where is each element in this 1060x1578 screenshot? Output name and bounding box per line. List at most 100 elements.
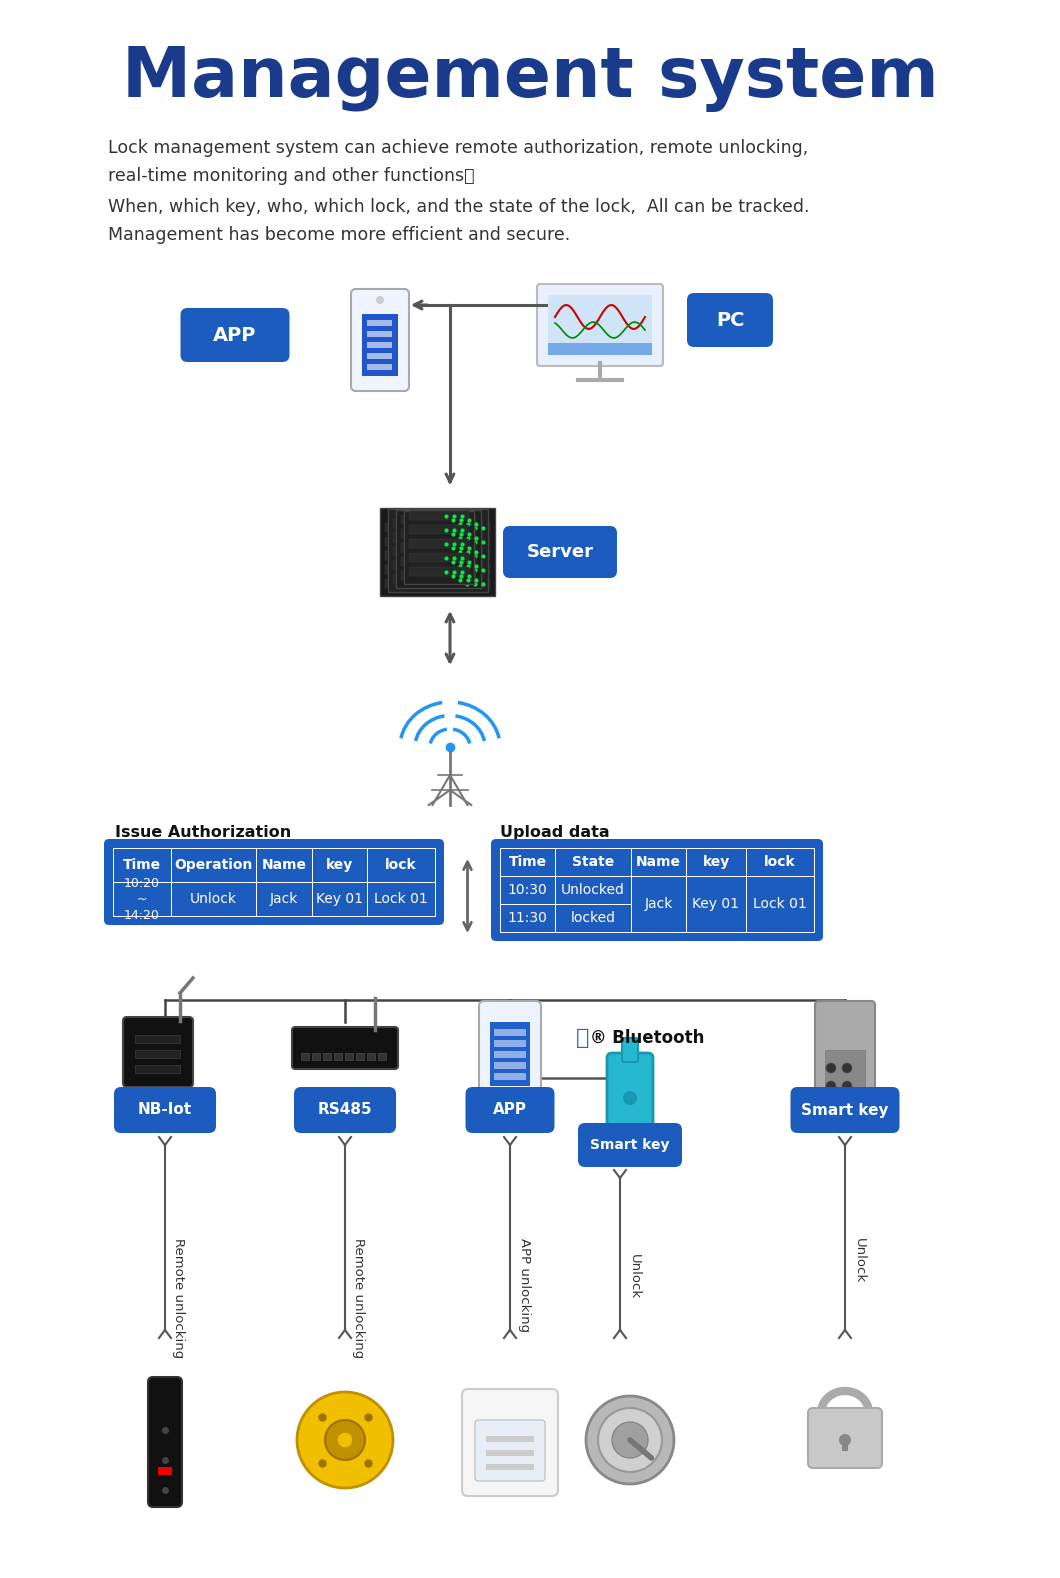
Bar [367,882,435,915]
Circle shape [842,1064,852,1073]
Bar [555,904,631,933]
Bar [312,882,367,915]
Text: Remote unlocking: Remote unlocking [353,1237,366,1357]
Bar [367,320,392,327]
FancyBboxPatch shape [104,839,444,925]
Text: locked: locked [570,911,616,925]
Circle shape [826,1064,836,1073]
Bar [379,508,495,596]
Bar [113,847,171,882]
Bar [825,1049,865,1092]
Bar [385,579,490,589]
Bar [404,511,474,584]
Text: Name: Name [636,855,681,869]
Bar [490,1023,530,1086]
Text: Unlock: Unlock [852,1237,866,1283]
Bar [367,365,392,369]
Bar [257,882,312,915]
Bar [409,511,469,521]
FancyBboxPatch shape [537,284,662,366]
Bar [385,565,490,574]
Bar [494,1051,526,1057]
Bar [409,552,469,562]
Bar [393,562,483,570]
Text: Remote unlocking: Remote unlocking [173,1237,185,1357]
Bar [385,537,490,546]
Text: Smart key: Smart key [801,1103,888,1117]
Circle shape [612,1422,648,1458]
Text: Time: Time [123,858,161,873]
Circle shape [325,1420,365,1460]
Bar [401,571,476,581]
FancyBboxPatch shape [462,1389,558,1496]
Text: Lock 01: Lock 01 [374,892,428,906]
Circle shape [297,1392,393,1488]
Bar [494,1073,526,1079]
FancyBboxPatch shape [114,1087,216,1133]
Bar [746,876,814,933]
Text: Key 01: Key 01 [692,896,740,911]
Text: Unlock: Unlock [628,1255,640,1299]
FancyBboxPatch shape [465,1087,554,1133]
Bar [367,1053,375,1060]
Text: Operation: Operation [174,858,252,873]
Bar [555,847,631,876]
Text: Unlocked: Unlocked [561,884,625,896]
FancyBboxPatch shape [815,1000,874,1105]
Text: Ⓑ: Ⓑ [576,1027,589,1048]
Text: key: key [325,858,353,873]
Bar [385,551,490,560]
Bar [686,847,746,876]
Text: Server: Server [527,543,594,562]
FancyBboxPatch shape [491,839,823,940]
Text: Name: Name [262,858,306,873]
Bar [385,522,490,532]
Bar [257,847,312,882]
FancyBboxPatch shape [294,1087,396,1133]
Text: APP: APP [493,1103,527,1117]
Text: APP unlocking: APP unlocking [517,1237,530,1332]
Text: PC: PC [716,311,744,330]
Text: Lock management system can achieve remote authorization, remote unlocking,: Lock management system can achieve remot… [108,139,808,156]
FancyBboxPatch shape [479,1000,541,1098]
Text: Time: Time [509,855,547,869]
Bar [409,567,469,576]
Bar [367,353,392,360]
Bar [171,847,257,882]
Bar [401,543,476,552]
Bar [367,847,435,882]
Bar [555,876,631,904]
Bar [396,510,481,589]
FancyBboxPatch shape [578,1124,682,1168]
Text: lock: lock [385,858,417,873]
Bar [401,557,476,567]
Bar [494,1029,526,1037]
Text: When, which key, who, which lock, and the state of the lock,  All can be tracked: When, which key, who, which lock, and th… [108,197,810,216]
Bar [500,876,555,904]
Bar [401,514,476,524]
Circle shape [826,1081,836,1090]
Bar [312,1053,320,1060]
Bar [631,876,686,933]
Text: Jack: Jack [644,896,673,911]
Bar [393,519,483,529]
Bar [548,295,652,355]
Bar [393,548,483,555]
Bar [367,342,392,349]
Text: 10:30: 10:30 [508,884,547,896]
Text: Lock 01: Lock 01 [753,896,807,911]
Bar [686,876,746,933]
Text: APP: APP [213,325,257,344]
Circle shape [376,297,384,305]
Text: 11:30: 11:30 [508,911,547,925]
FancyBboxPatch shape [808,1408,882,1468]
Circle shape [598,1408,662,1472]
FancyBboxPatch shape [292,1027,398,1068]
Text: Management has become more efficient and secure.: Management has become more efficient and… [108,226,570,245]
Bar [158,1468,172,1475]
Bar [842,1441,848,1452]
Text: real-time monitoring and other functions。: real-time monitoring and other functions… [108,167,475,185]
Circle shape [337,1431,353,1449]
Circle shape [586,1397,674,1483]
Bar [485,1450,534,1456]
